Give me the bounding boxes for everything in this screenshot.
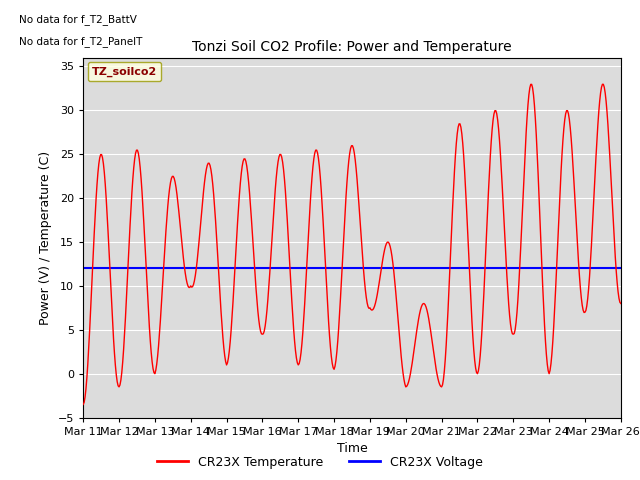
Title: Tonzi Soil CO2 Profile: Power and Temperature: Tonzi Soil CO2 Profile: Power and Temper… [192, 40, 512, 54]
Legend:  [88, 62, 161, 81]
Text: No data for f_T2_BattV: No data for f_T2_BattV [19, 14, 136, 25]
Y-axis label: Power (V) / Temperature (C): Power (V) / Temperature (C) [39, 151, 52, 324]
Text: No data for f_T2_PanelT: No data for f_T2_PanelT [19, 36, 142, 47]
Legend: CR23X Temperature, CR23X Voltage: CR23X Temperature, CR23X Voltage [152, 451, 488, 474]
X-axis label: Time: Time [337, 442, 367, 455]
